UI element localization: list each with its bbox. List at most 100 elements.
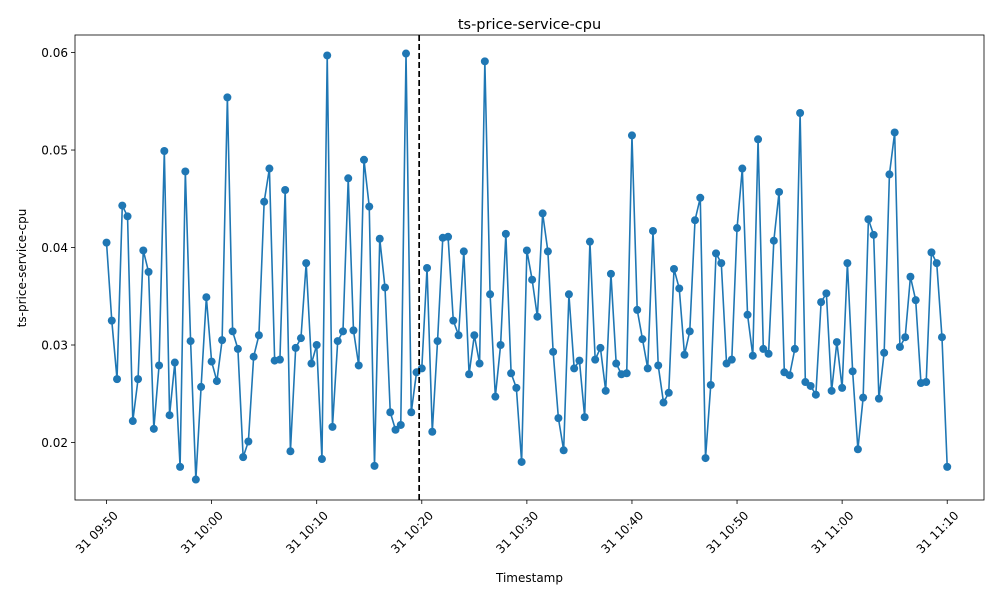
data-point	[669, 264, 678, 273]
data-point	[333, 337, 342, 346]
data-point	[202, 293, 211, 302]
data-point	[491, 392, 500, 401]
data-point	[643, 364, 652, 373]
data-point	[149, 424, 158, 433]
x-tick-label: 31 09:50	[73, 508, 121, 556]
data-point	[501, 229, 510, 238]
data-point	[880, 348, 889, 357]
data-point	[275, 355, 284, 364]
data-point	[402, 49, 411, 58]
y-tick-label: 0.06	[41, 46, 68, 60]
y-axis: 0.02 0.03 0.04 0.05 0.06	[41, 46, 75, 450]
data-point	[817, 298, 826, 307]
data-point	[291, 343, 300, 352]
data-point	[585, 237, 594, 246]
y-tick-label: 0.02	[41, 436, 68, 450]
data-point	[113, 375, 122, 384]
data-point	[396, 420, 405, 429]
data-point	[638, 335, 647, 344]
data-point	[507, 369, 516, 378]
data-point	[244, 437, 253, 446]
data-point	[307, 359, 316, 368]
data-point	[727, 355, 736, 364]
series-line	[105, 52, 949, 481]
data-point	[407, 408, 416, 417]
x-tick-label: 31 10:40	[598, 508, 646, 556]
data-point	[580, 413, 589, 422]
data-point	[528, 275, 537, 284]
data-point	[806, 381, 815, 390]
data-point	[176, 462, 185, 471]
data-point	[218, 336, 227, 345]
data-point	[811, 390, 820, 399]
data-point	[302, 259, 311, 268]
data-point	[249, 352, 258, 361]
data-point	[428, 427, 437, 436]
data-point	[186, 337, 195, 346]
data-point	[328, 422, 337, 431]
plot-frame	[74, 34, 985, 501]
x-tick-label: 31 10:30	[493, 508, 541, 556]
data-point	[338, 327, 347, 336]
x-tick-label: 31 11:00	[809, 508, 857, 556]
data-point	[212, 377, 221, 386]
data-point	[843, 259, 852, 268]
data-point	[486, 290, 495, 299]
data-point	[480, 57, 489, 66]
data-point	[738, 164, 747, 173]
data-point	[659, 398, 668, 407]
data-point	[606, 269, 615, 278]
data-point	[922, 378, 931, 387]
data-point	[895, 342, 904, 351]
x-axis-title: Timestamp	[495, 571, 563, 585]
data-point	[239, 453, 248, 462]
data-point	[433, 337, 442, 346]
data-point	[354, 361, 363, 370]
data-point	[796, 108, 805, 117]
data-point	[712, 249, 721, 258]
data-point	[664, 388, 673, 397]
data-point	[344, 174, 353, 183]
data-point	[134, 375, 143, 384]
data-point	[281, 186, 290, 194]
data-point	[165, 411, 174, 420]
data-point	[475, 359, 484, 368]
data-point	[317, 455, 326, 464]
data-point	[874, 394, 883, 403]
data-point	[386, 408, 395, 417]
data-point	[543, 247, 552, 256]
data-point	[633, 305, 642, 314]
data-point	[181, 167, 190, 176]
data-point	[391, 425, 400, 434]
data-point	[465, 370, 474, 379]
data-point	[691, 216, 700, 225]
data-point	[627, 131, 636, 140]
data-point	[937, 333, 946, 342]
data-point	[654, 361, 663, 370]
data-point	[296, 334, 305, 343]
y-tick-label: 0.05	[41, 143, 68, 157]
x-tick-label: 31 11:10	[914, 508, 962, 556]
data-point	[748, 351, 757, 360]
data-point	[549, 347, 558, 356]
data-point	[591, 355, 600, 364]
data-point	[570, 364, 579, 373]
x-tick-label: 31 10:00	[178, 508, 226, 556]
data-point	[932, 259, 941, 268]
data-point	[123, 212, 132, 221]
data-point	[170, 358, 179, 367]
data-point	[885, 170, 894, 179]
data-point	[496, 341, 505, 349]
data-point	[470, 331, 479, 340]
data-point	[223, 93, 232, 102]
chart-title: ts-price-service-cpu	[458, 17, 601, 33]
data-point	[675, 284, 684, 293]
data-point	[265, 164, 274, 173]
data-point	[612, 359, 621, 368]
data-point	[733, 224, 742, 233]
data-point	[522, 246, 531, 255]
data-point	[454, 331, 463, 340]
data-point	[449, 316, 458, 325]
data-point	[564, 290, 573, 299]
